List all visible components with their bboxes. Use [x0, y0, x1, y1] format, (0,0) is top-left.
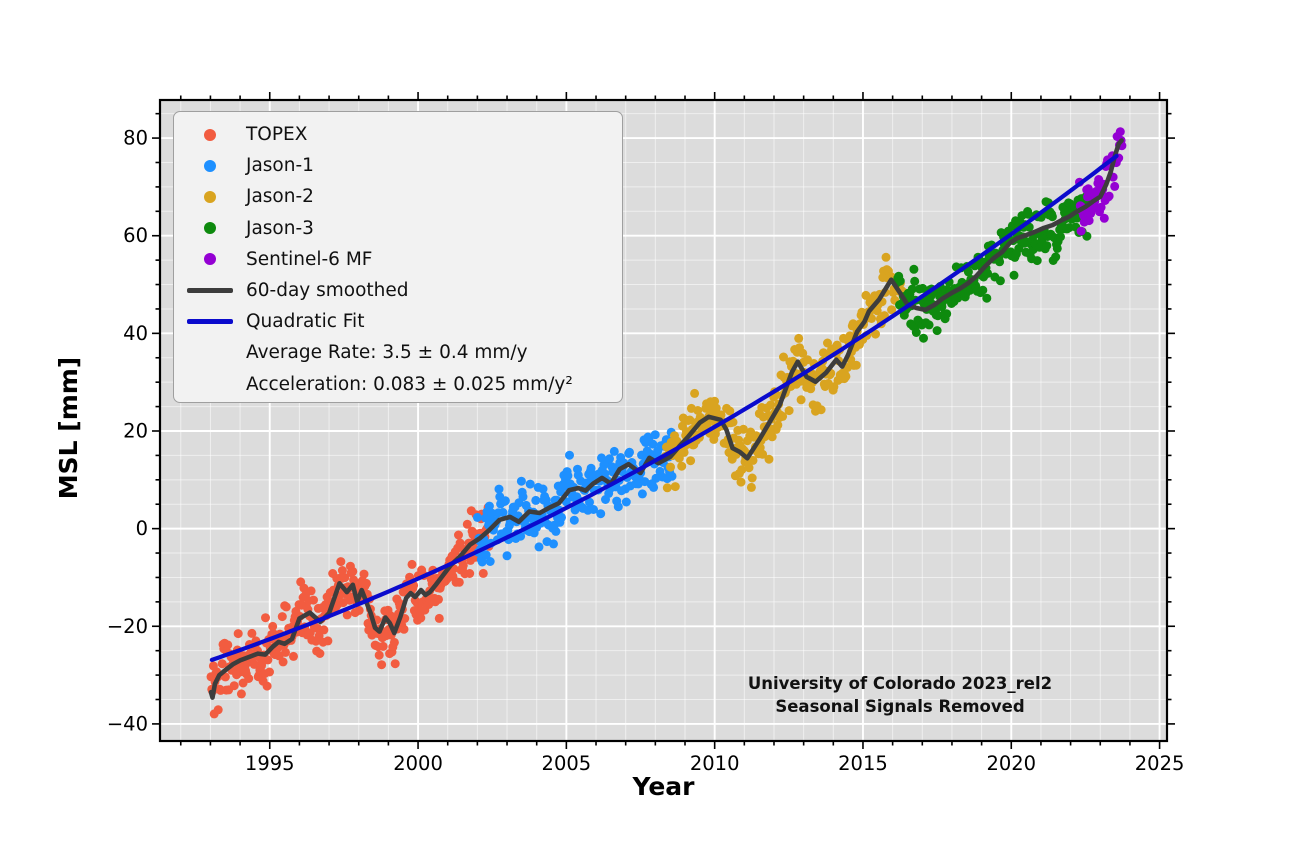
svg-text:60: 60: [123, 224, 148, 247]
jason2-marker-icon: [204, 190, 216, 203]
legend-item-quadratic-fit: Quadratic Fit: [174, 306, 622, 337]
legend-item-sentinel6: Sentinel-6 MF: [174, 244, 622, 275]
legend-label-jason2: Jason-2: [246, 186, 314, 208]
svg-text:1995: 1995: [245, 752, 295, 775]
legend-item-jason3: Jason-3: [174, 213, 622, 244]
legend-item-smoothed: 60-day smoothed: [174, 275, 622, 306]
topex-marker-icon: [204, 128, 216, 141]
axis-ticks: [152, 92, 1175, 749]
legend-item-jason2: Jason-2: [174, 181, 622, 212]
sentinel6-marker-icon: [204, 253, 216, 266]
svg-text:80: 80: [123, 127, 148, 150]
quadratic-fit-line-icon: [187, 319, 233, 325]
quadratic-fit-line: [209, 153, 1119, 662]
svg-text:0: 0: [136, 517, 148, 540]
average-rate-value: Average Rate: 3.5 ± 0.4 mm/y: [246, 342, 528, 364]
legend-label-sentinel6: Sentinel-6 MF: [246, 248, 373, 270]
x-axis-label: Year: [632, 772, 695, 801]
smoothed-line-icon: [187, 288, 233, 294]
legend-label-jason1: Jason-1: [246, 155, 314, 177]
acceleration-value: Acceleration: 0.083 ± 0.025 mm/y²: [246, 373, 573, 395]
svg-text:2015: 2015: [838, 752, 888, 775]
svg-text:−40: −40: [107, 712, 148, 735]
svg-text:2025: 2025: [1135, 752, 1185, 775]
legend-item-average-rate: Average Rate: 3.5 ± 0.4 mm/y: [174, 337, 622, 368]
legend-item-acceleration: Acceleration: 0.083 ± 0.025 mm/y²: [174, 369, 622, 400]
jason1-marker-icon: [204, 159, 216, 172]
svg-text:2005: 2005: [542, 752, 592, 775]
y-axis-label: MSL [mm]: [54, 356, 83, 500]
legend-label-topex: TOPEX: [246, 124, 308, 146]
source-annotation-line2: Seasonal Signals Removed: [775, 697, 1025, 716]
legend-label-smoothed: 60-day smoothed: [246, 280, 409, 302]
legend-item-jason1: Jason-1: [174, 150, 622, 181]
svg-text:2010: 2010: [690, 752, 740, 775]
svg-text:2020: 2020: [986, 752, 1036, 775]
svg-text:40: 40: [123, 322, 148, 345]
legend: TOPEX Jason-1 Jason-2 Jason-3 Sentinel-6…: [173, 111, 623, 403]
legend-label-quadratic-fit: Quadratic Fit: [246, 311, 365, 333]
svg-text:20: 20: [123, 419, 148, 442]
svg-text:−20: −20: [107, 615, 148, 638]
legend-label-jason3: Jason-3: [246, 217, 314, 239]
svg-text:2000: 2000: [393, 752, 443, 775]
y-tick-labels: −40 −20 0 20 40 60 80: [107, 127, 148, 736]
jason3-marker-icon: [204, 222, 216, 235]
source-annotation: University of Colorado 2023_rel2 Seasona…: [700, 672, 1100, 718]
legend-item-topex: TOPEX: [174, 119, 622, 150]
source-annotation-line1: University of Colorado 2023_rel2: [747, 674, 1053, 693]
x-tick-labels: 1995 2000 2005 2010 2015 2020 2025: [245, 752, 1184, 775]
axes-frame: [158, 98, 1169, 743]
